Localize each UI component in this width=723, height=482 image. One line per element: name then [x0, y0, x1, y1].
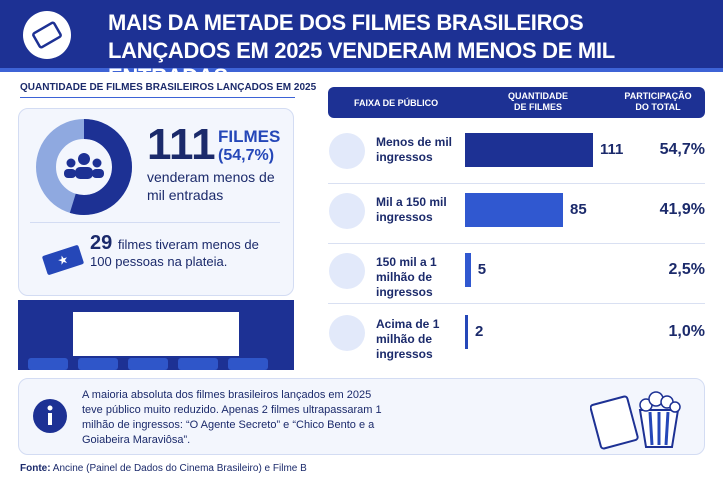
ticket-icon: ★: [42, 245, 84, 275]
note-card: [18, 378, 705, 455]
donut: [36, 119, 132, 215]
title-line: MAIS DA METADE DOS FILMES BRASILEIROS: [108, 10, 584, 35]
row-icon: [329, 253, 365, 289]
row-divider: [328, 183, 705, 184]
column-header: QUANTIDADE DE FILMES: [508, 91, 568, 112]
count-label: 5: [477, 261, 487, 278]
column-header: FAIXA DE PÚBLICO: [354, 98, 439, 108]
row-icon: [329, 133, 365, 169]
row-divider: [328, 243, 705, 244]
column-header: PARTICIPAÇÃO DO TOTAL: [624, 91, 692, 112]
left-heading: QUANTIDADE DE FILMES BRASILEIROS LANÇADO…: [20, 82, 317, 93]
share-label: 54,7%: [659, 141, 705, 158]
bar: [465, 133, 593, 167]
count-label: 111: [600, 141, 624, 158]
row-label: 150 mil a 1 milhão de ingressos: [376, 255, 437, 299]
row-icon: [329, 193, 365, 229]
small-text: filmes tiveram menos de 100 pessoas na p…: [90, 237, 259, 269]
info-icon: [33, 399, 67, 433]
big-share: (54,7%): [218, 147, 275, 164]
big-number: 111: [147, 120, 216, 169]
popcorn-icon: [590, 391, 681, 450]
table-header: FAIXA DE PÚBLICO QUANTIDADE DE FILMES PA…: [328, 87, 705, 118]
note-text: A maioria absoluta dos filmes brasileiro…: [82, 389, 382, 446]
svg-text:★: ★: [56, 252, 71, 269]
source: Fonte: Ancine (Painel de Dados do Cinema…: [20, 463, 307, 474]
source-label: Fonte:: [20, 463, 51, 474]
big-label: FILMES: [218, 127, 281, 146]
row-label: Menos de mil ingressos: [376, 135, 453, 164]
count-label: 2: [475, 323, 484, 340]
bar: [465, 315, 468, 349]
title-line: LANÇADOS EM 2025 VENDERAM MENOS DE MIL E…: [108, 38, 615, 89]
ticket-icon: [23, 11, 71, 59]
row-label: Acima de 1 milhão de ingressos: [376, 317, 440, 361]
count-label: 85: [570, 201, 587, 218]
rule: [20, 97, 295, 98]
share-label: 1,0%: [668, 323, 705, 340]
row-icon: [329, 315, 365, 351]
row-label: Mil a 150 mil ingressos: [376, 195, 447, 224]
big-text: venderam menos de mil entradas: [147, 169, 275, 203]
rule: [30, 222, 280, 223]
source-text: Ancine (Painel de Dados do Cinema Brasil…: [52, 463, 307, 474]
share-label: 41,9%: [659, 201, 705, 218]
small-number: 29: [90, 232, 113, 254]
share-label: 2,5%: [668, 261, 705, 278]
donut-share: [36, 119, 132, 215]
row-divider: [328, 303, 705, 304]
header: MAIS DA METADE DOS FILMES BRASILEIROS LA…: [0, 0, 723, 89]
cinema-illustration: [18, 300, 294, 370]
bar: [465, 193, 564, 227]
bar: [465, 253, 471, 287]
